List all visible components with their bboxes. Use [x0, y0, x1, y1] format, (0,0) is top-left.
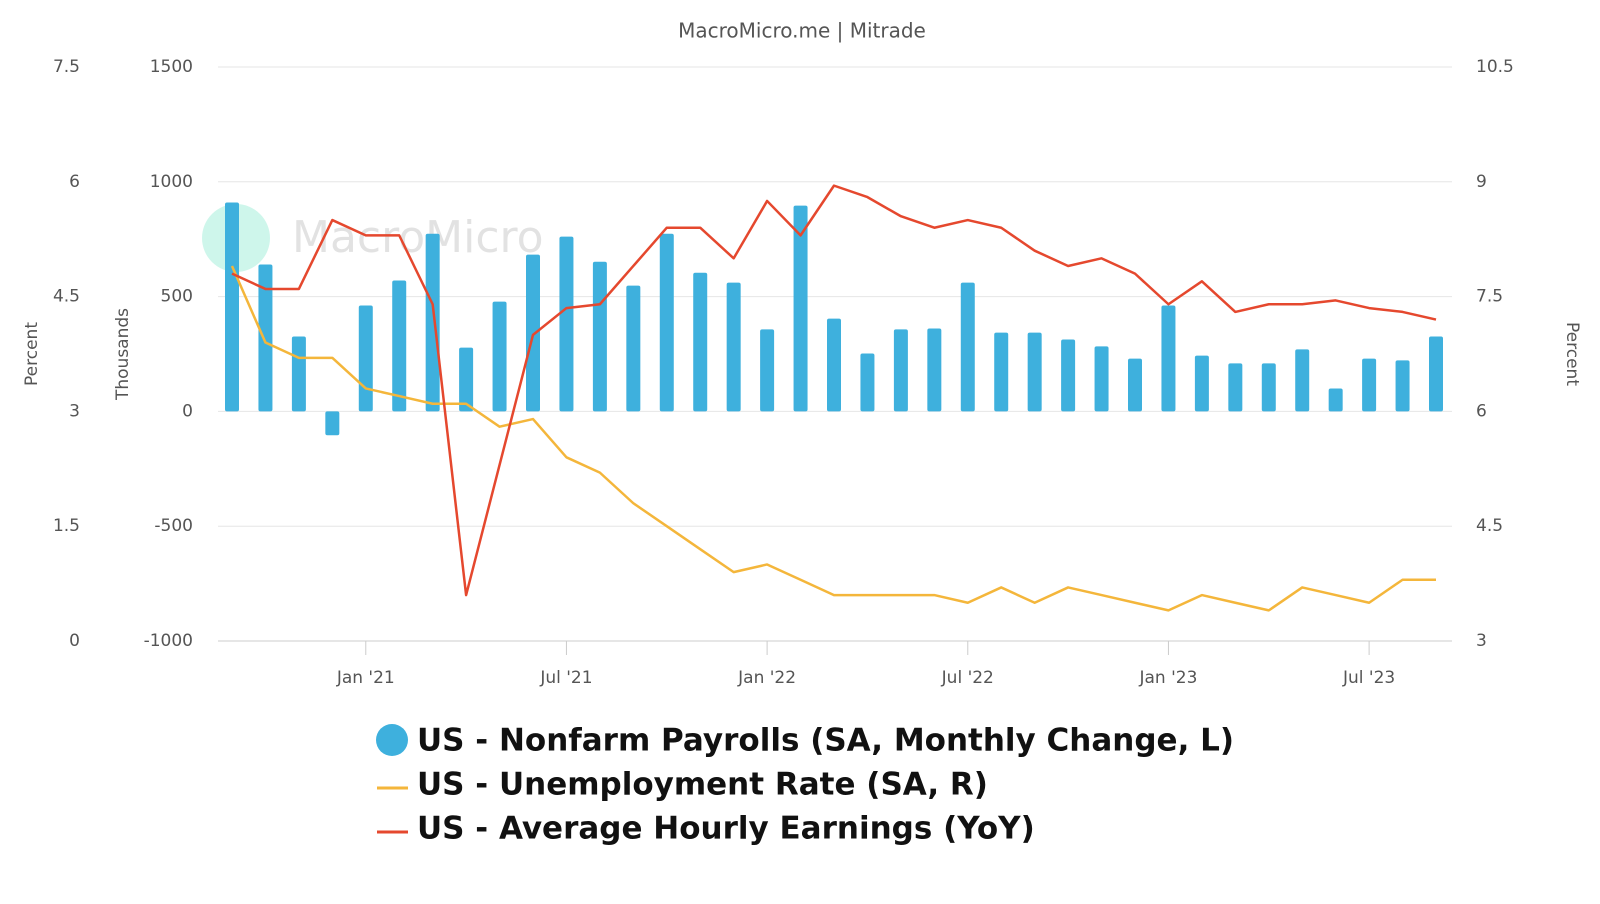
- y-tick-label: 0: [182, 401, 193, 421]
- y3-tick-label: 4.5: [53, 287, 80, 307]
- bar: [960, 282, 975, 412]
- bar: [425, 233, 440, 412]
- bar: [1228, 363, 1243, 412]
- y2-tick-label: 6: [1476, 401, 1487, 421]
- legend-symbol: [376, 724, 408, 756]
- y2-tick-label: 3: [1476, 631, 1487, 651]
- y3-axis-title: Percent: [22, 322, 42, 386]
- x-tick-label: Jul '21: [539, 668, 592, 688]
- bar: [827, 318, 841, 412]
- x-tick-label: Jan '22: [737, 668, 796, 688]
- y3-tick-label: 6: [69, 172, 80, 192]
- bar: [1128, 358, 1142, 412]
- bar: [927, 328, 942, 412]
- bar: [459, 347, 474, 412]
- bar: [325, 411, 340, 436]
- bar: [1295, 349, 1310, 412]
- bar: [526, 254, 540, 412]
- bar: [659, 233, 674, 412]
- y-tick-label: 1500: [150, 57, 193, 77]
- x-tick-label: Jan '23: [1138, 668, 1197, 688]
- bar: [291, 336, 306, 412]
- bar: [1395, 360, 1410, 412]
- line: [230, 265, 1436, 612]
- y-tick-label: 500: [161, 287, 193, 307]
- y-tick-label: -500: [154, 516, 193, 536]
- y-tick-label: 1000: [150, 172, 193, 192]
- bar: [258, 264, 273, 412]
- bar: [726, 282, 741, 412]
- y-tick-label: -1000: [144, 631, 193, 651]
- legend-label: US - Unemployment Rate (SA, R): [417, 767, 988, 803]
- bar: [1261, 363, 1276, 412]
- y3-tick-label: 0: [69, 631, 80, 651]
- bar: [1429, 336, 1443, 412]
- bar: [994, 332, 1009, 412]
- bar: [1328, 388, 1343, 412]
- line: [231, 184, 1437, 597]
- bar: [592, 261, 607, 412]
- bar: [392, 280, 407, 412]
- y-axis-title: Thousands: [113, 308, 133, 401]
- legend-label: US - Average Hourly Earnings (YoY): [417, 811, 1035, 847]
- x-tick-label: Jul '23: [1342, 668, 1395, 688]
- legend-label: US - Nonfarm Payrolls (SA, Monthly Chang…: [417, 723, 1234, 759]
- watermark: MacroMicro: [292, 212, 544, 263]
- y2-tick-label: 9: [1476, 172, 1487, 192]
- bar: [693, 272, 708, 412]
- bar: [492, 301, 507, 412]
- y2-tick-label: 10.5: [1476, 57, 1514, 77]
- bar: [1161, 305, 1176, 412]
- bar: [1094, 346, 1109, 412]
- y2-tick-label: 4.5: [1476, 516, 1503, 536]
- y3-tick-label: 1.5: [53, 516, 80, 536]
- bar: [1061, 339, 1076, 412]
- bar: [760, 329, 775, 412]
- y2-tick-label: 7.5: [1476, 287, 1503, 307]
- bar: [358, 305, 373, 412]
- bar: [1362, 358, 1377, 412]
- y2-axis-title: Percent: [1562, 322, 1582, 386]
- bar: [793, 205, 808, 412]
- x-tick-label: Jul '22: [941, 668, 994, 688]
- bar: [1027, 332, 1042, 412]
- bar: [1194, 355, 1209, 412]
- y3-tick-label: 3: [69, 401, 80, 421]
- x-tick-label: Jan '21: [336, 668, 395, 688]
- bar: [893, 329, 908, 412]
- bar: [626, 285, 641, 412]
- bar: [860, 353, 875, 412]
- chart-title: MacroMicro.me | Mitrade: [678, 19, 926, 43]
- y3-tick-label: 7.5: [53, 57, 80, 77]
- bar: [559, 236, 574, 412]
- bar: [225, 202, 239, 412]
